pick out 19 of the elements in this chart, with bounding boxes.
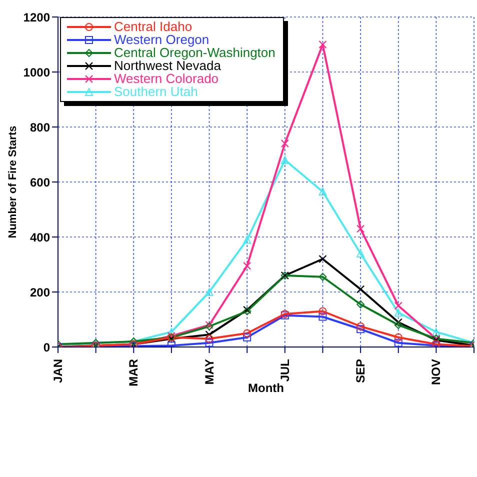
y-axis-title: Number of Fire Starts [6, 126, 19, 238]
legend-label: Western Colorado [114, 71, 219, 86]
x-tick-label: JAN [51, 359, 65, 384]
legend-label: Southern Utah [114, 84, 198, 99]
y-tick-label: 0 [43, 340, 50, 354]
x-tick-label: JUL [278, 359, 292, 382]
y-tick-label: 200 [30, 285, 50, 300]
x-axis-title: Month [248, 381, 284, 395]
legend-label: Central Idaho [114, 19, 192, 34]
x-tick-label: SEP [354, 359, 368, 384]
y-tick-label: 1200 [23, 10, 50, 24]
y-tick-label: 1000 [23, 65, 50, 80]
y-tick-label: 600 [30, 175, 50, 190]
x-tick-label: NOV [429, 359, 444, 386]
x-tick-label: MAR [126, 358, 141, 386]
legend-label: Western Oregon [114, 32, 210, 47]
y-tick-label: 800 [30, 120, 50, 134]
x-tick-label: MAY [202, 359, 216, 385]
y-tick-label: 400 [30, 230, 50, 244]
